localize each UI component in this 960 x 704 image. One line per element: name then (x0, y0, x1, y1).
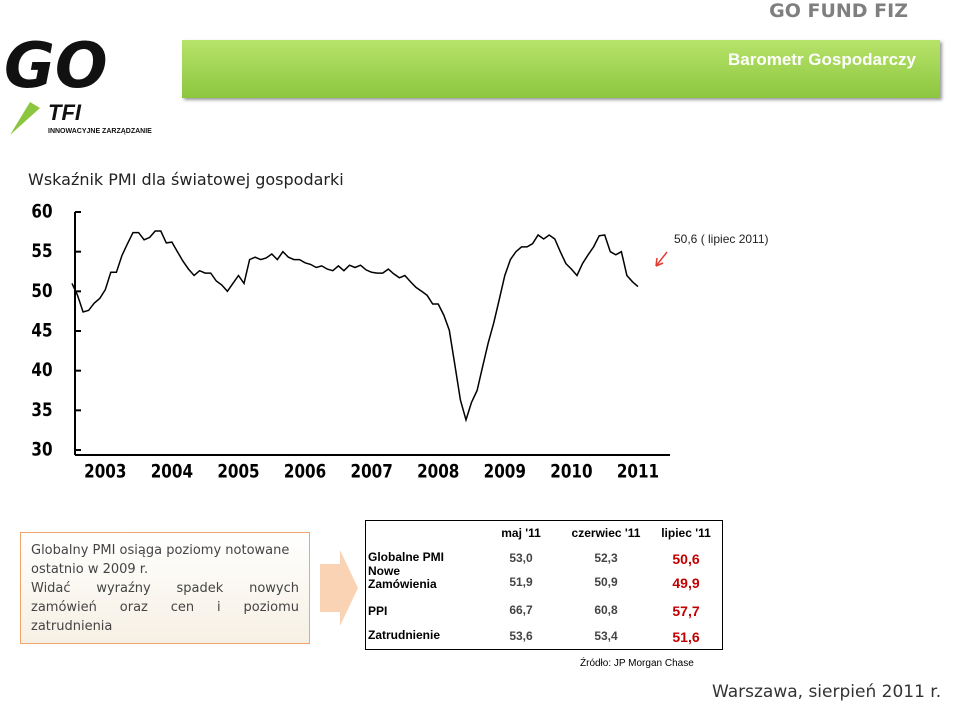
row-label: Zatrudnienie (368, 628, 441, 642)
table-value: 53,0 (509, 551, 533, 565)
table-value: 50,9 (594, 575, 618, 589)
row-label: PPI (368, 604, 388, 618)
arrow (320, 550, 358, 626)
y-tick-label: 55 (31, 241, 52, 263)
table-value: 50,6 (672, 551, 700, 567)
y-tick-label: 60 (31, 201, 52, 223)
table-value: 52,3 (594, 551, 618, 565)
table-value: 49,9 (672, 575, 700, 591)
x-tick-label: 2003 (84, 461, 126, 483)
column-header: maj '11 (501, 526, 541, 540)
heading: Wskaźnik PMI dla światowej gospodarki (28, 170, 344, 189)
x-tick-label: 2011 (617, 461, 659, 483)
annotation-arrow (655, 251, 668, 267)
banner: Barometr Gospodarczy (182, 40, 940, 98)
pmi-line (71, 230, 639, 423)
table-value: 66,7 (509, 603, 533, 617)
y-tick-label: 40 (31, 360, 52, 382)
logo-tagline: INNOWACYJNE ZARZĄDZANIE (48, 128, 152, 135)
source: Źródło: JP Morgan Chase (580, 658, 694, 669)
row-label: Globalne PMI (368, 550, 445, 564)
column-header: lipiec '11 (661, 526, 711, 540)
x-tick-label: 2005 (217, 461, 259, 483)
table: maj '11 czerwiec '11 lipiec '11 Globalne PM… (365, 520, 723, 650)
table-value: 53,6 (509, 629, 533, 643)
arrow-head (655, 257, 664, 267)
x-tick-label: 2009 (484, 461, 526, 483)
y-tick-label: 30 (31, 439, 52, 461)
x-tick-label: 2006 (284, 461, 326, 483)
table-value: 51,9 (509, 575, 533, 589)
y-tick-label: 35 (31, 399, 52, 421)
y-tick-label: 45 (31, 320, 52, 342)
y-tick-label: 50 (31, 280, 52, 302)
table-value: 51,6 (672, 629, 700, 645)
x-tick-label: 2010 (550, 461, 592, 483)
logo-sub: TFI (48, 100, 82, 125)
commentary: Globalny PMI osiąga poziomy notowane ost… (20, 532, 310, 644)
commentary-text: Globalny PMI osiąga poziomy notowane ost… (31, 543, 290, 577)
footer: Warszawa, sierpień 2011 r. (712, 682, 942, 702)
table-value: 60,8 (594, 603, 618, 617)
table-value: 53,4 (594, 629, 618, 643)
x-tick-label: 2007 (351, 461, 393, 483)
banner-title: Barometr Gospodarczy (728, 50, 916, 69)
logo-swoosh (10, 102, 40, 135)
table-value: 57,7 (672, 603, 700, 619)
commentary-text: Widać wyraźny spadek nowych zamówień ora… (31, 581, 299, 634)
x-tick-label: 2004 (151, 461, 193, 483)
row-label: Nowe Zamówienia (368, 564, 437, 591)
arrow-shape (320, 550, 358, 626)
x-tick-label: 2008 (417, 461, 459, 483)
logo-main: GO (4, 30, 108, 102)
logo: GO TFI INNOWACYJNE ZARZĄDZANIE (4, 30, 152, 135)
column-header: czerwiec '11 (571, 526, 641, 540)
chart: 50,6 ( lipiec 2011) 30 35 40 45 50 55 60 2003 20… (31, 201, 769, 483)
brand: GO FUND FIZ (769, 0, 908, 22)
annotation: 50,6 ( lipiec 2011) (674, 232, 769, 246)
